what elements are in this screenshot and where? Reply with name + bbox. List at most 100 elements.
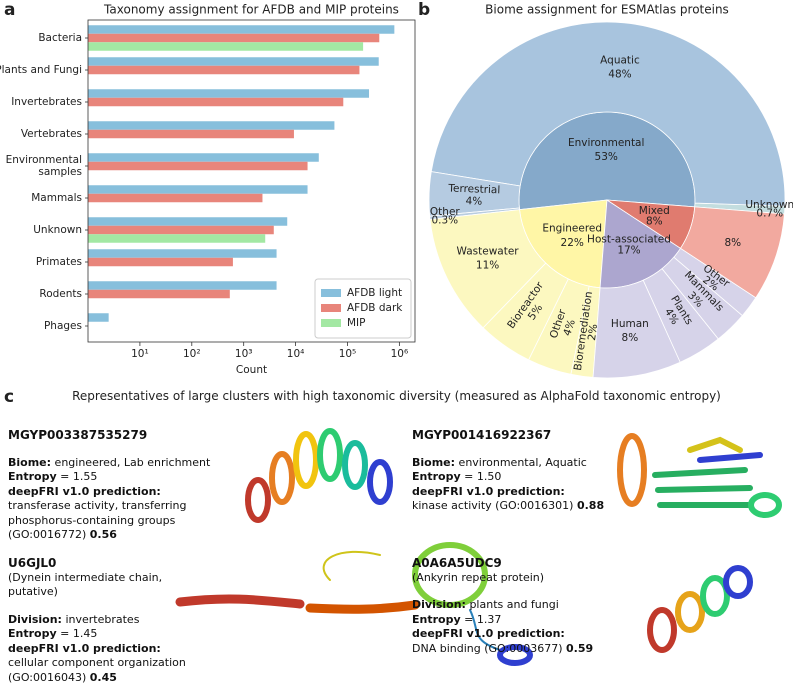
bar [88, 249, 277, 258]
slice-label: Aquatic 48% [600, 55, 640, 81]
legend-swatch [321, 304, 341, 312]
field: Entropy = 1.37 [412, 613, 617, 628]
y-tick-label: Vertebrates [21, 128, 82, 140]
field: Biome: engineered, Lab enrichment [8, 456, 213, 471]
slice-value: 8% [724, 237, 741, 249]
field-label: Entropy [412, 612, 461, 626]
field-label: Division: [412, 598, 466, 611]
protein-4 [647, 565, 753, 653]
protein-structures [175, 428, 782, 666]
field: Division: invertebrates [8, 613, 213, 628]
loop [687, 436, 743, 453]
prediction: cellular component organization (GO:0016… [8, 656, 213, 685]
field: deepFRI v1.0 prediction: [412, 485, 617, 500]
field: deepFRI v1.0 prediction: [8, 642, 213, 657]
prediction-score: 0.88 [576, 499, 605, 512]
helix [617, 433, 647, 507]
spacer [8, 600, 213, 613]
field-label: Division: [8, 612, 62, 626]
entry-id: A0A6A5UDC9 [412, 556, 502, 570]
slice-name: Engineered [542, 223, 602, 235]
bar [88, 129, 294, 139]
helix [647, 607, 677, 653]
prediction: kinase activity (GO:0016301) 0.88 [412, 499, 617, 514]
plot-frame [87, 19, 416, 343]
helix [245, 477, 271, 523]
prediction-score: 0.56 [89, 528, 117, 541]
slice-value: 17% [617, 244, 640, 256]
y-tick-label: Bacteria [38, 32, 82, 44]
prediction-text: transferase activity, transferring phosp… [8, 499, 187, 541]
slice-label: Human 8% [611, 318, 649, 344]
x-tick-label: 10⁶ [391, 348, 409, 360]
slice-value: 2% [586, 323, 600, 341]
slice-value: 0.7% [756, 207, 783, 219]
helix [700, 575, 730, 617]
field-value: environmental, Aquatic [458, 455, 587, 469]
bar [88, 25, 395, 34]
field-label: Entropy [8, 627, 57, 640]
bar [88, 313, 109, 322]
protein-1 [245, 428, 393, 523]
bar [88, 225, 274, 235]
chart-title: Taxonomy assignment for AFDB and MIP pro… [103, 3, 399, 17]
helix [367, 459, 393, 505]
bar [88, 42, 364, 51]
protein-3 [175, 542, 533, 666]
helix [317, 428, 343, 482]
helix [748, 492, 782, 518]
field: Biome: environmental, Aquatic [412, 456, 617, 471]
legend-label: AFDB dark [347, 302, 403, 314]
y-tick-label: Mammals [31, 192, 82, 204]
entry: U6GJL0 (Dynein intermediate chain, putati… [8, 556, 213, 685]
slice-name: Other [430, 206, 460, 218]
bar [88, 57, 379, 66]
bar [88, 97, 344, 107]
legend: AFDB light AFDB dark MIP [314, 278, 412, 339]
chart-title: Biome assignment for ESMAtlas proteins [485, 3, 729, 17]
spacer [412, 443, 617, 456]
entry-id: MGYP001416922367 [412, 428, 552, 442]
bar [88, 33, 380, 43]
x-tick-label: 10¹ [131, 348, 149, 360]
helix [342, 440, 368, 490]
slice-value: 4% [465, 195, 482, 208]
slice-value: 0.3% [431, 215, 458, 227]
panel-label: b [418, 0, 430, 20]
slice-name: Aquatic [600, 55, 640, 67]
field-label: deepFRI v1.0 prediction: [8, 484, 161, 498]
loop [469, 609, 501, 651]
field-value: = 1.50 [464, 470, 502, 483]
bar [88, 89, 370, 98]
slice-label: 8% [724, 237, 741, 249]
panel-label: a [4, 0, 15, 20]
field-label: Biome: [412, 455, 456, 469]
field-value: = 1.45 [60, 627, 98, 640]
y-tick-label: Primates [36, 256, 82, 268]
helix [305, 600, 420, 614]
prediction-score: 0.45 [89, 670, 117, 684]
y-tick-label: Plants and Fungi [0, 64, 82, 76]
field-value: plants and fungi [469, 598, 559, 611]
slice-value: 53% [595, 151, 618, 163]
sheet [697, 452, 763, 463]
prediction-score: 0.59 [566, 641, 594, 655]
field: Entropy = 1.50 [412, 470, 617, 485]
field: Entropy = 1.55 [8, 470, 213, 485]
helix [723, 565, 753, 599]
slice-name: Unknown [745, 199, 793, 211]
bar [88, 234, 266, 243]
section-title: Representatives of large clusters with h… [72, 389, 721, 403]
bar [88, 121, 335, 130]
helix [269, 451, 295, 505]
entry-id: U6GJL0 [8, 556, 57, 570]
field-value: = 1.37 [464, 612, 502, 626]
bar [88, 281, 277, 290]
slice-value: 8% [622, 332, 639, 344]
field: deepFRI v1.0 prediction: [412, 627, 617, 642]
